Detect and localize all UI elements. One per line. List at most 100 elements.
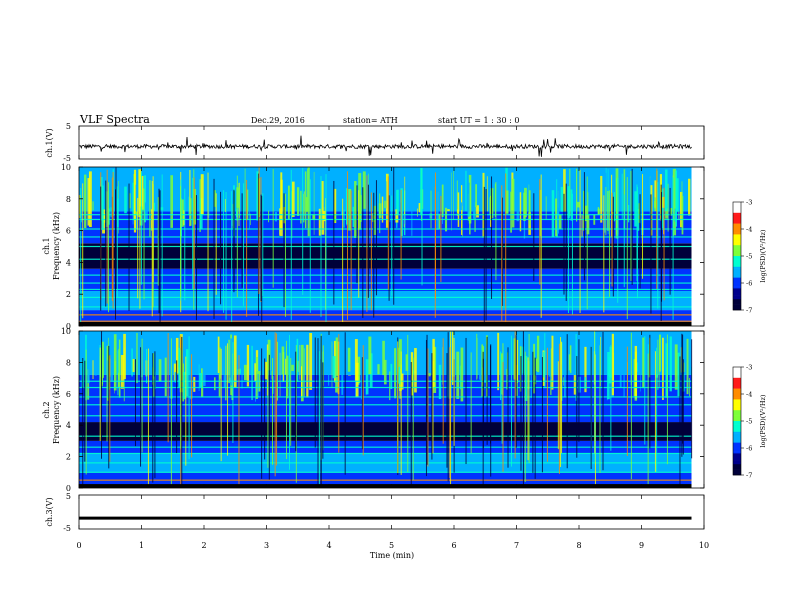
- spectrogram-sferic: [522, 331, 524, 485]
- spectrogram-cell: [281, 346, 285, 375]
- spectrogram-sferic: [85, 349, 87, 475]
- spectrogram-cell: [332, 356, 336, 379]
- spectrogram-cell: [484, 346, 487, 383]
- spectrogram-sferic: [367, 184, 369, 298]
- spectrogram-cell: [460, 347, 464, 402]
- spectrogram-sferic: [362, 187, 364, 318]
- spectrogram-sferic: [397, 341, 399, 474]
- spectrogram-cell: [81, 188, 83, 223]
- spectrogram-sferic: [99, 347, 101, 442]
- spectrogram-sferic: [594, 332, 596, 463]
- spectrogram-cell: [558, 214, 562, 229]
- colorbar-swatch: [733, 306, 741, 309]
- spectrogram-cell: [181, 199, 184, 227]
- spectrogram-cell: [505, 190, 509, 214]
- spectrogram-cell: [511, 178, 515, 228]
- spectrogram-cell: [225, 345, 227, 401]
- spectrogram-cell: [523, 192, 526, 221]
- colorbar-swatch: [733, 211, 741, 214]
- spectrogram-sferic: [425, 339, 427, 477]
- spectrogram-cell: [551, 190, 555, 238]
- spectrogram-sferic: [486, 336, 488, 445]
- spectrogram-cell: [335, 337, 338, 376]
- spectrogram-cell: [131, 348, 133, 377]
- spectrogram-cell: [217, 336, 220, 374]
- spectrogram-cell: [87, 369, 90, 400]
- spectrogram-cell: [110, 354, 114, 381]
- spectrogram-cell: [453, 170, 454, 220]
- spectrogram-cell: [482, 172, 485, 238]
- spectrogram-cell: [99, 349, 103, 377]
- spectrogram-cell: [544, 333, 546, 389]
- spectrogram-cell: [182, 363, 184, 402]
- ch1-waveform-line: [78, 135, 692, 157]
- colorbar-swatch: [733, 275, 741, 278]
- colorbar-swatch: [733, 301, 741, 304]
- spectrogram-cell: [328, 357, 330, 386]
- spectrogram-cell: [394, 348, 397, 399]
- start-ut-label: start UT = 1 : 30 : 0: [438, 116, 519, 125]
- spectrogram-cell: [480, 343, 482, 381]
- spectrogram-sferic: [510, 335, 512, 467]
- spectrogram-cell: [398, 366, 401, 384]
- colorbar-tick-label: -7: [746, 307, 752, 315]
- xtick-label: 8: [576, 541, 581, 550]
- spectrogram-line: [79, 386, 692, 389]
- spectrogram-cell: [535, 358, 538, 372]
- spectrogram-sferic: [272, 169, 274, 288]
- spectrogram-cell: [153, 376, 155, 397]
- spectrogram-sferic: [642, 174, 644, 279]
- spectrogram-cell: [92, 360, 94, 380]
- spectrogram-cell: [291, 364, 294, 372]
- spectrogram-cell: [575, 168, 578, 222]
- spectrogram-cell: [246, 189, 249, 221]
- spectrogram-cell: [385, 173, 389, 228]
- spectrogram-cell: [359, 195, 362, 222]
- colorbar-swatch: [733, 221, 741, 224]
- spectrogram-sferic: [567, 189, 569, 314]
- spectrogram-sferic: [283, 193, 285, 308]
- colorbar-swatch: [733, 385, 741, 388]
- spectrogram-line: [79, 282, 692, 284]
- colorbar-swatch: [733, 460, 741, 463]
- spectrogram-sferic: [586, 176, 588, 310]
- spectrogram-cell: [486, 176, 488, 212]
- spectrogram-sferic: [82, 183, 84, 319]
- spectrogram-sferic: [465, 337, 467, 465]
- spectrogram-sferic: [314, 337, 316, 448]
- spectrogram-cell: [556, 211, 559, 234]
- spectrogram-cell: [608, 357, 612, 384]
- spectrogram-cell: [118, 348, 120, 379]
- spectrogram-cell: [231, 353, 234, 401]
- spectrogram-sferic: [442, 338, 444, 444]
- colorbar-swatch: [733, 225, 741, 228]
- spectrogram-cell: [309, 332, 313, 390]
- spectrogram-cell: [279, 352, 281, 397]
- spectrogram-sferic: [579, 169, 581, 313]
- spectrogram-sferic: [507, 347, 509, 468]
- spectrogram-sferic: [502, 361, 504, 472]
- colorbar-swatch: [733, 417, 741, 420]
- spectrogram-cell: [321, 181, 325, 235]
- spectrogram-cell: [279, 208, 281, 236]
- spectrogram-cell: [587, 192, 589, 218]
- spectrogram-sferic: [631, 168, 633, 285]
- spectrogram-sferic: [679, 356, 681, 487]
- colorbar-swatch: [733, 392, 741, 395]
- colorbar-swatch: [733, 449, 741, 452]
- spectrogram-cell: [639, 373, 641, 392]
- spectrogram-line: [79, 471, 692, 473]
- spectrogram-sferic: [691, 339, 693, 459]
- spectrogram-cell: [174, 372, 177, 383]
- colorbar-tick-label: -4: [746, 226, 752, 234]
- ch1-waveform-frame: [78, 125, 705, 160]
- spectrogram-sferic: [267, 350, 269, 468]
- spectrogram-cell: [239, 182, 241, 218]
- spectrogram-cell: [144, 175, 146, 223]
- ch2-colorbar: -3 -4 -5 -6 -7 log(PSD)(V²/Hz): [732, 364, 767, 480]
- spectrogram-cell: [348, 188, 352, 231]
- spectrogram-sferic: [407, 334, 409, 472]
- spectrogram-cell: [255, 357, 258, 399]
- xtick-label: 6: [451, 541, 456, 550]
- spectrogram-cell: [280, 172, 283, 231]
